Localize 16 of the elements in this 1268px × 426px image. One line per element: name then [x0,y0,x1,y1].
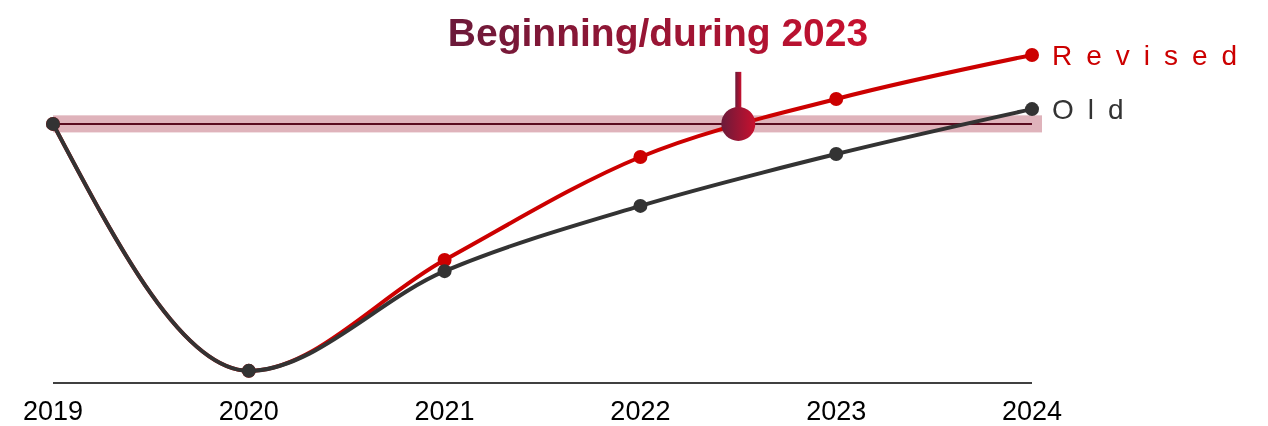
series-label: Old [1052,94,1138,126]
x-tick-label: 2020 [218,396,279,426]
point [1025,48,1039,62]
x-tick-label: 2022 [610,396,671,426]
x-tick-label: 2019 [22,396,84,426]
x-tick-label: 2024 [1001,396,1063,426]
x-tick-label: 2021 [414,396,475,426]
point [829,147,844,162]
x-tick-label: 2023 [806,396,867,426]
series-label: Revised [1052,40,1252,71]
point [633,150,648,165]
point [633,198,648,213]
point [829,91,844,106]
point [437,264,452,279]
point [1025,102,1039,117]
annotation: Beginning/during 2023 [447,11,869,54]
